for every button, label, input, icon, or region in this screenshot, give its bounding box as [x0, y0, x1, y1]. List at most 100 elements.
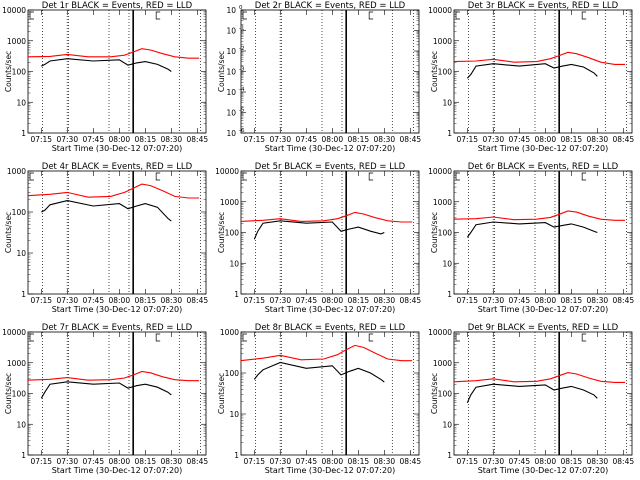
lld-series-line — [27, 183, 200, 199]
panel-title: Det 6r BLACK = Events, RED = LLD — [468, 162, 619, 172]
detector-panel: Det 9r BLACK = Events, RED = LLD 1 10 100 10… — [428, 323, 634, 475]
y-axis-label: Counts/sec — [430, 373, 439, 414]
x-tick-label: 07:45 — [508, 135, 530, 144]
bracket-marker — [581, 172, 587, 181]
events-series-line — [466, 383, 598, 404]
y-tick-label: 10 — [226, 88, 236, 97]
x-tick-label: 08:15 — [561, 457, 583, 466]
y-tick-label: 100 — [12, 390, 27, 399]
y-tick-label: 10 — [442, 420, 452, 429]
x-tick-label: 07:15 — [456, 457, 478, 466]
events-series-line — [40, 381, 172, 399]
y-tick-label: 1000 — [220, 328, 239, 337]
y-tick-exponent: -6 — [239, 128, 245, 134]
y-tick-exponent: 0 — [239, 5, 243, 11]
y-tick-label: 10 — [16, 420, 26, 429]
y-tick-label: 10 — [226, 27, 236, 36]
x-tick-label: 08:15 — [561, 135, 583, 144]
y-tick-label: 10 — [442, 98, 452, 107]
x-tick-label: 08:30 — [587, 457, 609, 466]
x-tick-label: 07:30 — [482, 457, 504, 466]
x-tick-label: 08:00 — [108, 296, 130, 305]
detector-panel: Det 1r BLACK = Events, RED = LLD 1 10 100 10… — [2, 1, 208, 153]
y-axis-label: Counts/sec — [4, 212, 13, 253]
y-tick-label: 100 — [12, 68, 27, 77]
bracket-marker — [455, 172, 460, 181]
x-tick-label: 08:15 — [348, 135, 370, 144]
bracket-marker — [242, 333, 247, 342]
y-axis-label: Counts/sec — [430, 212, 439, 253]
y-tick-label: 10 — [226, 68, 236, 77]
y-tick-label: 100 — [12, 208, 27, 217]
x-tick-label: 07:45 — [82, 135, 104, 144]
x-axis-label: Start Time (30-Dec-12 07:07:20) — [52, 144, 183, 153]
y-tick-label: 10 — [16, 98, 26, 107]
x-tick-label: 08:00 — [534, 135, 556, 144]
detector-panel: Det 5r BLACK = Events, RED = LLD 1 10 100 10… — [215, 162, 421, 314]
y-tick-exponent: -1 — [239, 26, 244, 32]
x-tick-label: 08:00 — [108, 457, 130, 466]
x-tick-label: 07:15 — [243, 457, 265, 466]
x-tick-label: 08:30 — [374, 135, 396, 144]
y-axis-label: Counts/sec — [217, 373, 226, 414]
y-tick-label: 1 — [447, 290, 452, 299]
events-series-line — [41, 58, 172, 72]
y-tick-exponent: -4 — [239, 87, 245, 93]
y-axis-label: Counts/sec — [4, 51, 13, 92]
y-axis-label: Counts/sec — [430, 51, 439, 92]
x-tick-label: 07:30 — [56, 135, 78, 144]
bracket-marker — [29, 11, 34, 20]
x-tick-label: 07:45 — [295, 457, 317, 466]
bracket-marker — [155, 172, 161, 181]
y-axis-label: Counts/sec — [217, 51, 226, 92]
events-series-line — [41, 200, 172, 222]
detector-panel: Det 3r BLACK = Events, RED = LLD 1 10 100 10… — [428, 1, 634, 153]
x-tick-label: 08:45 — [613, 135, 635, 144]
x-tick-label: 07:30 — [482, 296, 504, 305]
detector-panel: Det 4r BLACK = Events, RED = LLD 1 10 100 10… — [4, 162, 208, 314]
y-tick-label: 10 — [226, 6, 236, 15]
y-axis-label: Counts/sec — [4, 373, 13, 414]
events-series-line — [253, 361, 385, 383]
x-tick-label: 07:15 — [243, 296, 265, 305]
x-tick-label: 07:15 — [456, 296, 478, 305]
detector-panel: Det 8r BLACK = Events, RED = LLD 1 10 100 10… — [217, 323, 421, 475]
x-axis-label: Start Time (30-Dec-12 07:07:20) — [265, 144, 396, 153]
y-tick-exponent: -2 — [239, 46, 244, 52]
y-tick-label: 1 — [21, 451, 26, 460]
lld-series-line — [240, 344, 413, 362]
x-tick-label: 07:15 — [30, 457, 52, 466]
y-tick-label: 1000 — [7, 37, 26, 46]
y-tick-label: 1 — [447, 129, 452, 138]
x-tick-label: 08:30 — [587, 135, 609, 144]
y-tick-label: 1000 — [7, 359, 26, 368]
x-axis-label: Start Time (30-Dec-12 07:07:20) — [478, 144, 609, 153]
plot-frame — [27, 170, 207, 295]
x-tick-label: 07:15 — [243, 135, 265, 144]
panel-title: Det 1r BLACK = Events, RED = LLD — [42, 1, 193, 11]
bracket-marker — [29, 172, 34, 181]
bracket-marker — [29, 333, 34, 342]
panel-title: Det 7r BLACK = Events, RED = LLD — [42, 323, 193, 333]
x-tick-label: 07:30 — [269, 296, 291, 305]
y-tick-label: 1000 — [433, 359, 452, 368]
x-tick-label: 08:30 — [161, 457, 183, 466]
lld-series-line — [453, 372, 626, 383]
y-tick-label: 100 — [225, 369, 240, 378]
y-axis-label: Counts/sec — [217, 212, 226, 253]
bracket-marker — [455, 11, 460, 20]
x-axis-label: Start Time (30-Dec-12 07:07:20) — [265, 466, 396, 475]
x-tick-label: 08:00 — [534, 457, 556, 466]
y-tick-label: 100 — [438, 68, 453, 77]
panel-title: Det 9r BLACK = Events, RED = LLD — [468, 323, 619, 333]
x-tick-label: 08:15 — [348, 296, 370, 305]
x-tick-label: 07:15 — [30, 296, 52, 305]
x-axis-label: Start Time (30-Dec-12 07:07:20) — [52, 466, 183, 475]
panel-title: Det 3r BLACK = Events, RED = LLD — [468, 1, 619, 11]
x-tick-label: 08:45 — [187, 457, 209, 466]
y-tick-label: 1 — [21, 290, 26, 299]
events-series-line — [466, 63, 598, 79]
x-axis-label: Start Time (30-Dec-12 07:07:20) — [478, 305, 609, 314]
y-tick-label: 1 — [21, 129, 26, 138]
